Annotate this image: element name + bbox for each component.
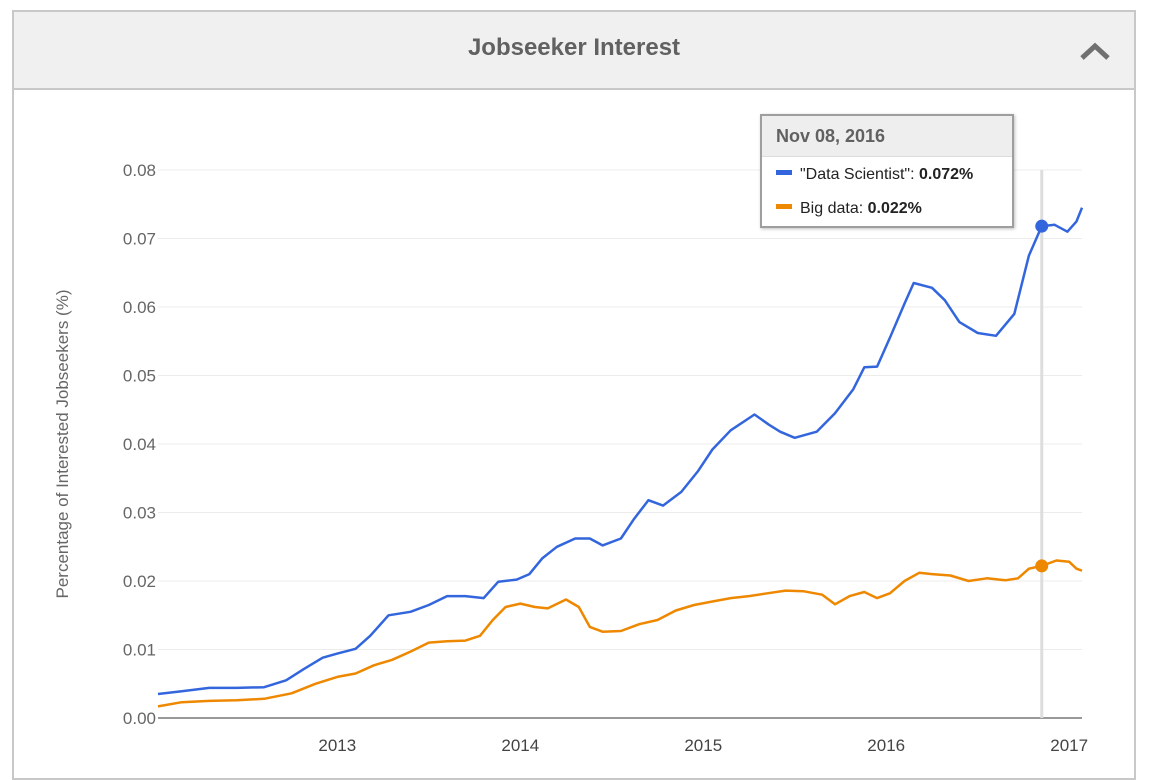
- hover-point-data-scientist: [1035, 219, 1049, 233]
- panel-header: Jobseeker Interest: [14, 12, 1134, 90]
- tooltip-row-data-scientist: "Data Scientist": 0.072%: [776, 166, 973, 184]
- hover-point-big-data: [1035, 559, 1049, 573]
- chevron-up-icon: [1080, 42, 1110, 60]
- series-line-big-data: [157, 559, 1083, 708]
- y-tick-label: 0.04: [123, 435, 156, 454]
- tooltip-date: Nov 08, 2016: [762, 116, 1012, 157]
- tooltip-series-name: Big data: [800, 200, 859, 217]
- tooltip-series-value: 0.022%: [867, 200, 922, 217]
- x-tick-label: 2017: [1050, 736, 1088, 755]
- x-tick-label: 2013: [318, 736, 356, 755]
- y-tick-label: 0.07: [123, 230, 156, 249]
- y-axis-title: Percentage of Interested Jobseekers (%): [53, 290, 72, 599]
- tooltip-series-value: 0.072%: [918, 166, 974, 183]
- y-tick-label: 0.05: [123, 367, 156, 386]
- x-tick-label: 2014: [501, 736, 539, 755]
- tooltip-row-big-data: Big data: 0.022%: [776, 200, 922, 218]
- collapse-button[interactable]: [1078, 38, 1112, 64]
- y-tick-label: 0.00: [123, 709, 156, 728]
- y-tick-label: 0.06: [123, 298, 156, 317]
- y-tick-label: 0.01: [123, 641, 156, 660]
- chart-tooltip: Nov 08, 2016 "Data Scientist": 0.072% Bi…: [760, 114, 1014, 228]
- panel-title: Jobseeker Interest: [467, 34, 681, 61]
- tooltip-series-name: "Data Scientist": [800, 166, 911, 183]
- x-tick-label: 2015: [684, 736, 722, 755]
- tooltip-separator: :: [858, 200, 864, 217]
- y-tick-label: 0.08: [123, 161, 156, 180]
- series-line-data-scientist: [157, 207, 1084, 696]
- x-tick-label: 2016: [867, 736, 905, 755]
- legend-swatch-data-scientist: [776, 170, 792, 176]
- tooltip-separator: :: [910, 166, 915, 183]
- y-tick-label: 0.03: [123, 504, 156, 523]
- y-tick-label: 0.02: [123, 572, 156, 591]
- legend-swatch-big-data: [776, 204, 792, 210]
